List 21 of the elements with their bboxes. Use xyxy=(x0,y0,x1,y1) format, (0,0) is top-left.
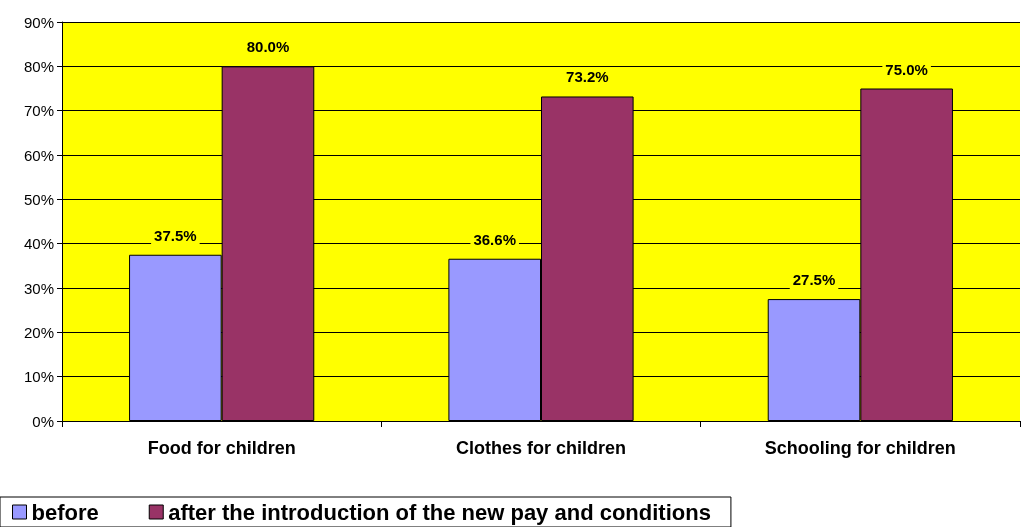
y-tick-label: 60% xyxy=(23,146,54,164)
data-label: 36.6% xyxy=(473,230,516,248)
data-label: 75.0% xyxy=(885,60,928,78)
legend-label: after the introduction of the new pay and conditions xyxy=(168,499,711,525)
data-label: 37.5% xyxy=(154,226,197,244)
legend-label: before xyxy=(31,499,99,525)
y-tick-label: 10% xyxy=(23,368,54,386)
y-tick-label: 80% xyxy=(23,57,54,75)
y-tick-label: 30% xyxy=(23,279,54,297)
y-tick-label: 0% xyxy=(32,412,54,430)
x-tick-label: Schooling for children xyxy=(764,438,956,458)
y-tick-label: 90% xyxy=(23,13,54,31)
data-label: 27.5% xyxy=(792,271,836,289)
y-tick-label: 20% xyxy=(23,323,54,341)
data-label: 73.2% xyxy=(566,68,609,86)
data-label: 80.0% xyxy=(246,38,290,56)
y-tick-label: 40% xyxy=(23,235,54,253)
x-tick-label: Food for children xyxy=(147,438,296,458)
x-tick-label: Clothes for children xyxy=(455,438,627,458)
y-tick-label: 50% xyxy=(23,190,54,208)
y-tick-label: 70% xyxy=(23,102,54,120)
